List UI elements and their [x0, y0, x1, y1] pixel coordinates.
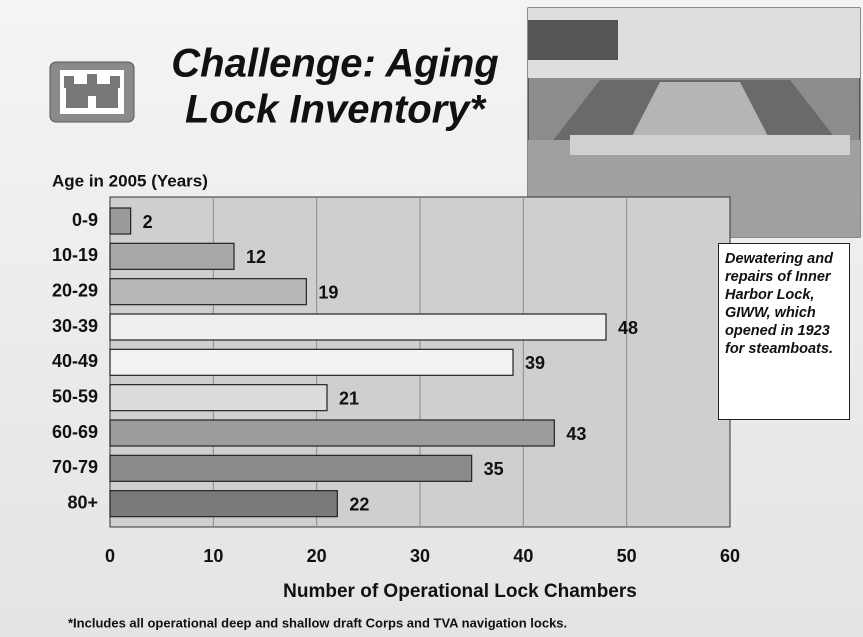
x-tick-label: 50	[617, 546, 637, 566]
y-tick-label: 70-79	[52, 457, 98, 477]
data-label: 43	[566, 424, 586, 444]
y-axis-label: Age in 2005 (Years)	[52, 171, 208, 190]
x-tick-label: 40	[513, 546, 533, 566]
data-label: 12	[246, 247, 266, 267]
chart-title: Lock Inventory*	[185, 88, 488, 132]
y-tick-label: 60-69	[52, 422, 98, 442]
x-tick-label: 0	[105, 546, 115, 566]
data-label: 35	[484, 459, 504, 479]
bar	[109, 490, 338, 518]
chart-title: Challenge: Aging	[171, 42, 498, 86]
x-axis-label: Number of Operational Lock Chambers	[283, 581, 637, 602]
y-tick-label: 20-29	[52, 280, 98, 300]
y-tick-label: 40-49	[52, 351, 98, 371]
bar	[109, 419, 555, 447]
logo	[49, 61, 135, 123]
bar	[109, 278, 307, 306]
caption: Dewatering and repairs of Inner Harbor L…	[718, 243, 850, 420]
x-tick-label: 10	[203, 546, 223, 566]
bar	[109, 454, 473, 482]
y-tick-label: 80+	[67, 492, 98, 512]
y-tick-label: 50-59	[52, 386, 98, 406]
bar	[109, 384, 328, 412]
x-tick-label: 60	[720, 546, 740, 566]
data-label: 21	[339, 388, 359, 408]
y-tick-label: 0-9	[72, 210, 98, 230]
bar	[109, 207, 132, 235]
bar	[109, 313, 607, 341]
data-label: 2	[143, 212, 153, 232]
y-tick-label: 10-19	[52, 245, 98, 265]
bar	[109, 242, 235, 270]
data-label: 19	[318, 282, 338, 302]
bar	[109, 348, 514, 376]
data-label: 48	[618, 318, 638, 338]
x-tick-label: 20	[307, 546, 327, 566]
x-tick-label: 30	[410, 546, 430, 566]
data-label: 22	[349, 494, 369, 514]
footnote: *Includes all operational deep and shall…	[68, 615, 567, 630]
y-tick-label: 30-39	[52, 316, 98, 336]
data-label: 39	[525, 353, 545, 373]
